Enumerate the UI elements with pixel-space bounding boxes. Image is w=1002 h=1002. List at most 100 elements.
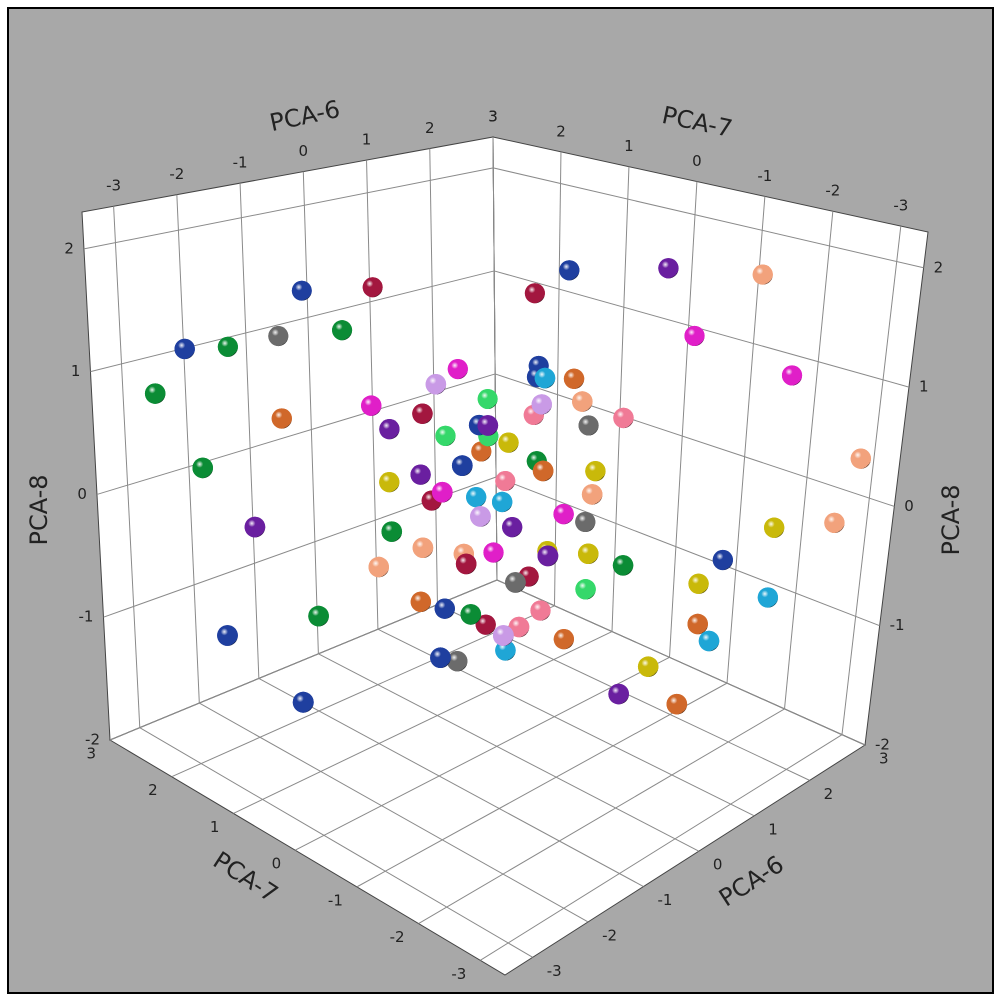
point [291,280,312,301]
y-tick-label: 0 [272,855,282,873]
sphere-shade [244,516,266,538]
grid-line [113,206,141,728]
sphere-shade [508,616,530,638]
point [553,629,575,650]
point [824,512,845,534]
point [470,506,491,527]
sphere-shade [575,579,596,600]
sphere-shade [534,367,556,389]
point [581,484,603,505]
sphere-shade [658,258,679,279]
z-tick-label: -1 [79,608,94,626]
sphere-shade [637,656,659,677]
sphere-shade [578,543,599,565]
grid-line [109,579,498,741]
sphere-shade [553,503,574,525]
sphere-shade [435,425,456,446]
z-tick-label: 2 [934,258,944,276]
sphere-shade [824,512,845,534]
y-tick-label: 1 [210,818,220,836]
point [764,517,785,538]
point [492,625,514,646]
grid-line [318,653,700,852]
point [144,383,166,404]
x-tick-label: 2 [425,119,435,137]
point [174,338,195,360]
point [613,407,634,429]
y-tick-label: 0 [692,152,702,170]
x-tick-label: 3 [879,750,889,768]
sphere-shade [781,365,803,386]
sphere-shade [470,506,491,527]
grid-line [139,727,533,958]
sphere-shade [613,407,634,429]
point [498,432,519,453]
sphere-shade [581,484,603,505]
sphere-shade [460,604,482,625]
sphere-shade [585,460,606,482]
point [530,600,551,621]
sphere-shade [684,325,705,346]
sphere-shade [466,487,487,508]
sphere-shade [553,629,575,650]
point [781,365,803,386]
sphere-shade [308,605,329,627]
z-tick-label: -1 [890,616,905,634]
y-tick-label: 1 [624,137,634,155]
point [495,471,516,492]
sphere-shade [608,683,629,705]
point [447,358,468,380]
y-tick-label: 2 [556,122,566,140]
y-tick-label: 2 [148,781,158,799]
point [524,283,545,304]
point [575,579,596,600]
grid-line [493,167,924,269]
point [532,460,554,482]
x-tick-label: 0 [299,142,309,160]
points [144,258,872,715]
x-tick-label: -1 [233,154,248,172]
point [637,656,659,677]
sphere-shade [666,693,688,715]
grid-line [480,734,843,961]
y-tick-label: -3 [451,965,466,983]
point [537,545,559,567]
y-tick-label: -1 [757,167,772,185]
sphere-shade [578,415,599,436]
sphere-shade [412,403,433,424]
sphere-shade [531,394,552,415]
z-tick-label: -2 [875,736,890,754]
sphere-shade [217,336,238,357]
point [466,487,487,508]
sphere-shade [502,517,523,538]
point [608,683,629,705]
point [471,441,492,462]
sphere-shade [498,432,519,453]
point [585,460,606,482]
sphere-shade [575,511,596,533]
sphere-shade [477,388,498,409]
sphere-shade [410,591,432,613]
point [308,605,329,627]
point [379,472,400,493]
grid-line [90,270,495,373]
grid-line [784,211,834,709]
sphere-shade [381,521,403,542]
sphere-shade [291,280,312,301]
sphere-shade [563,368,585,389]
x-tick-label: 1 [362,131,372,149]
sphere-shade [268,326,289,347]
grid-line [496,579,866,746]
sphere-shade [217,625,238,646]
sphere-shade [471,441,492,462]
sphere-shade [412,537,434,559]
y-tick-label: 3 [488,108,498,126]
z-axis-title-right: PCA-8 [937,484,965,555]
point [217,625,238,646]
sphere-shade [144,383,166,404]
sphere-shade [362,277,383,298]
point [292,691,314,713]
z-tick-label: 1 [919,378,929,396]
sphere-shade [432,481,453,503]
